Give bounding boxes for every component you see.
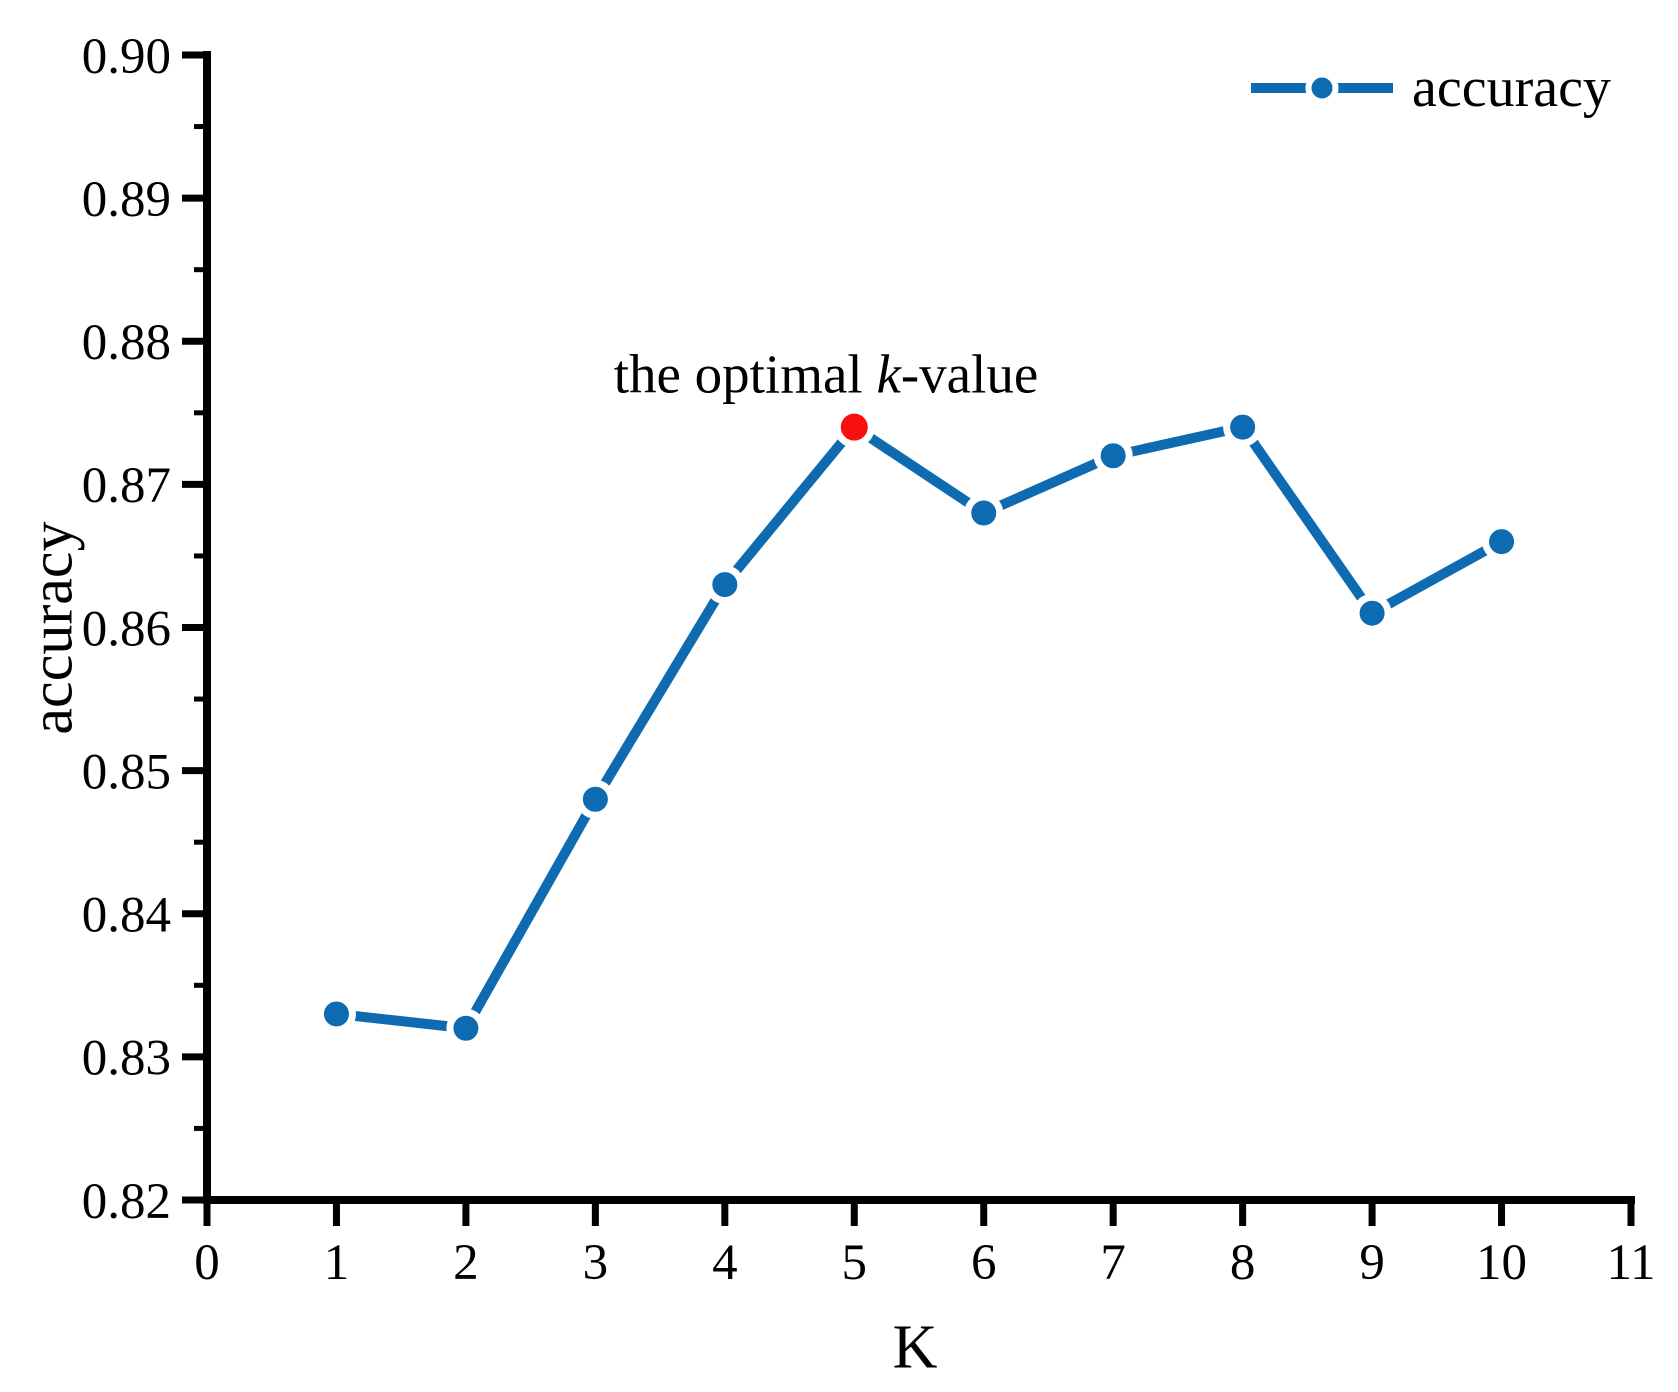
data-point: [1093, 436, 1133, 476]
x-tick-label: 9: [1359, 1235, 1385, 1291]
x-tick-label: 4: [712, 1235, 738, 1291]
y-tick-label: 0.86: [82, 601, 171, 657]
y-tick-label: 0.85: [82, 744, 171, 800]
optimal-k-annotation: the optimal k-value: [614, 343, 1039, 406]
y-tick-label: 0.89: [82, 172, 171, 228]
x-axis-title: K: [892, 1313, 938, 1382]
x-tick-label: 0: [194, 1235, 220, 1291]
legend-sample-marker: [1305, 71, 1339, 105]
legend: accuracy: [1247, 60, 1611, 116]
data-point: [705, 565, 745, 605]
data-point: [446, 1008, 486, 1048]
y-tick-label: 0.83: [82, 1031, 171, 1087]
data-point: [575, 779, 615, 819]
annotation-text-prefix: the optimal: [613, 343, 877, 405]
y-axis-title: accuracy: [18, 521, 85, 735]
legend-label: accuracy: [1412, 57, 1611, 119]
y-tick-label: 0.84: [82, 888, 171, 944]
y-tick-label: 0.88: [82, 315, 171, 371]
data-point: [1352, 593, 1392, 633]
x-tick-label: 10: [1476, 1235, 1527, 1291]
data-point: [1223, 407, 1263, 447]
y-tick-label: 0.90: [82, 29, 171, 85]
y-tick-label: 0.87: [82, 458, 171, 514]
series-line: [335, 422, 1504, 1034]
annotation-text-suffix: -value: [900, 343, 1039, 405]
x-tick-label: 5: [842, 1235, 868, 1291]
x-tick-label: 11: [1606, 1235, 1655, 1291]
x-tick-label: 3: [583, 1235, 609, 1291]
x-tick-label: 6: [971, 1235, 997, 1291]
legend-line-marker-icon: [1251, 71, 1393, 105]
data-point: [1482, 522, 1522, 562]
x-tick-label: 1: [324, 1235, 350, 1291]
y-tick-label: 0.82: [82, 1174, 171, 1230]
x-tick-label: 2: [453, 1235, 479, 1291]
data-point: [964, 493, 1004, 533]
annotation-k-italic: k: [876, 343, 901, 405]
x-tick-label: 7: [1100, 1235, 1126, 1291]
highlight-data-point: [833, 406, 875, 448]
data-point: [316, 994, 356, 1034]
x-tick-label: 8: [1230, 1235, 1256, 1291]
